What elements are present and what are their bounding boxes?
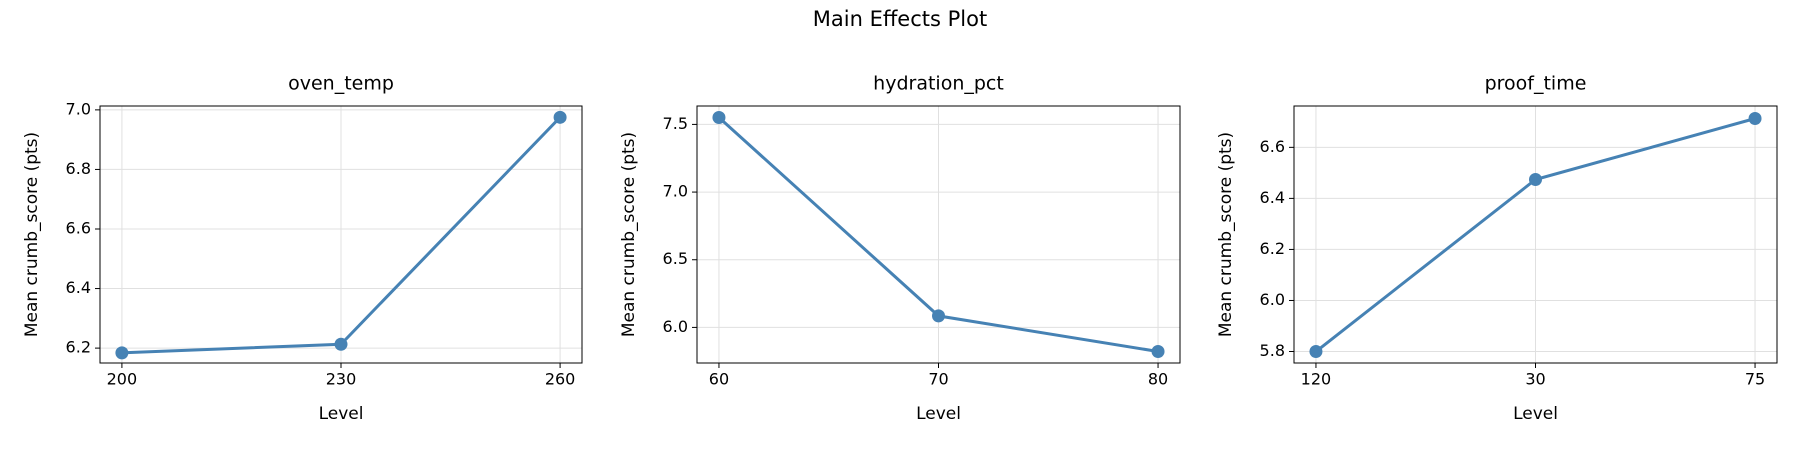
subplot: oven_temp 6.2 6.4 6.6 6.8 7.0 200 230 260 Level Me… — [22, 73, 583, 424]
plot-frame — [1293, 105, 1778, 364]
data-point — [712, 111, 726, 125]
subplot-title: proof_time — [1485, 73, 1587, 95]
plot-frame — [99, 105, 583, 364]
x-tick-label: 60 — [709, 370, 729, 389]
figure-title: Main Effects Plot — [813, 7, 987, 31]
data-point — [1309, 345, 1323, 359]
y-tick-label: 6.4 — [66, 278, 91, 297]
x-tick-label: 260 — [545, 370, 576, 389]
y-axis-label: Mean crumb_score (pts) — [1216, 132, 1236, 337]
subplot: hydration_pct 6.0 6.5 7.0 7.5 60 70 80 Level Mean… — [619, 73, 1181, 424]
x-tick-label: 200 — [107, 370, 138, 389]
data-point — [115, 346, 129, 360]
data-point — [1529, 173, 1542, 187]
data-point — [1151, 344, 1165, 358]
x-tick-label: 75 — [1745, 370, 1765, 389]
subplot-title: oven_temp — [288, 73, 394, 95]
y-axis-label: Mean crumb_score (pts) — [22, 132, 42, 337]
data-point — [1748, 112, 1762, 126]
subplot: proof_time 5.8 6.0 6.2 6.4 6.6 120 30 75 Level Mea… — [1216, 73, 1778, 424]
y-axis-label: Mean crumb_score (pts) — [619, 132, 639, 337]
x-axis-label: Level — [319, 404, 364, 424]
y-tick-label: 6.5 — [663, 249, 688, 268]
x-axis-label: Level — [916, 404, 961, 424]
data-point — [334, 337, 348, 351]
y-tick-label: 6.4 — [1260, 188, 1285, 207]
x-tick-label: 80 — [1148, 370, 1168, 389]
y-tick-label: 7.5 — [663, 114, 688, 133]
x-tick-label: 70 — [928, 370, 948, 389]
subplot-title: hydration_pct — [873, 73, 1004, 95]
x-tick-label: 120 — [1301, 370, 1332, 389]
y-tick-label: 6.2 — [66, 338, 91, 357]
y-tick-label: 7.0 — [663, 182, 688, 201]
x-tick-label: 30 — [1525, 370, 1545, 389]
y-tick-label: 5.8 — [1260, 341, 1285, 360]
y-tick-label: 7.0 — [66, 99, 91, 118]
y-tick-label: 6.0 — [663, 317, 688, 336]
data-point — [553, 110, 567, 124]
y-tick-label: 6.6 — [1260, 137, 1285, 156]
x-axis-label: Level — [1513, 404, 1558, 424]
y-tick-label: 6.0 — [1260, 290, 1285, 309]
x-tick-label: 230 — [326, 370, 357, 389]
y-tick-label: 6.6 — [66, 218, 91, 237]
y-tick-label: 6.2 — [1260, 239, 1285, 258]
y-tick-label: 6.8 — [66, 159, 91, 178]
data-point — [932, 309, 945, 323]
plot-frame — [696, 105, 1181, 364]
